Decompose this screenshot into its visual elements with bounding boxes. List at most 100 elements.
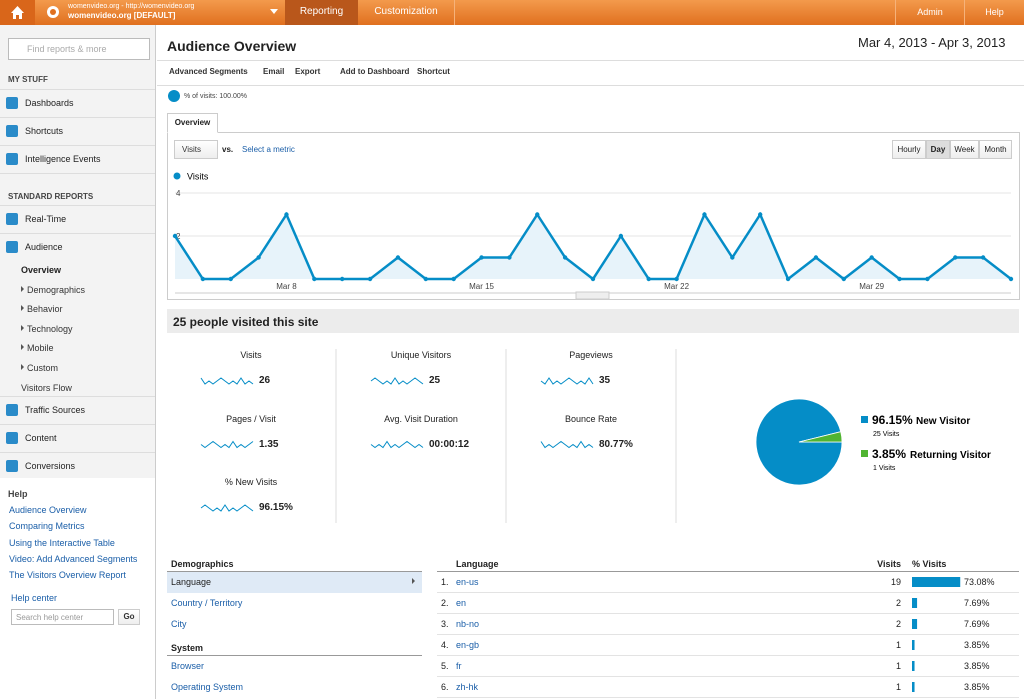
help-search[interactable]: Search help center: [11, 609, 114, 625]
granularity-button[interactable]: Hourly: [892, 140, 926, 159]
point: [646, 276, 651, 282]
nav-item[interactable]: Dashboards: [25, 98, 74, 108]
select-metric-link[interactable]: Select a metric: [242, 145, 295, 154]
help-panel: [0, 478, 155, 699]
tab-customization[interactable]: Customization: [358, 0, 455, 25]
home-icon: [11, 6, 24, 19]
granularity-button[interactable]: Week: [950, 140, 979, 159]
help-link[interactable]: Audience Overview: [9, 505, 87, 515]
expand-arrow: [21, 324, 24, 331]
granularity-button[interactable]: Month: [979, 140, 1012, 159]
home-button[interactable]: [0, 0, 35, 25]
toolbar-button[interactable]: Shortcut: [417, 67, 450, 76]
pct-label: 7.69%: [964, 619, 990, 629]
nav-subitem[interactable]: Behavior: [27, 304, 63, 315]
help-link[interactable]: Comparing Metrics: [9, 521, 85, 532]
nav-item[interactable]: Real-Time: [25, 214, 67, 224]
toolbar-button[interactable]: Export: [295, 67, 321, 76]
language-link[interactable]: en-us: [456, 577, 479, 587]
metric-label: Avg. Visit Duration: [384, 413, 458, 424]
legend-value: 3.85%: [872, 447, 906, 461]
pct-label: 3.85%: [964, 682, 990, 692]
nav-separator: [0, 173, 155, 174]
visits-cell: 2: [895, 619, 901, 629]
nav-icon: [6, 125, 18, 137]
pct-label: 73.08%: [964, 577, 995, 587]
date-range[interactable]: Mar 4, 2013 - Apr 3, 2013: [858, 35, 1006, 50]
language-link[interactable]: en-gb: [456, 640, 480, 650]
dimension-link[interactable]: City: [171, 619, 187, 629]
x-tick-label: Mar 15: [469, 282, 494, 291]
y-tick-label: 4: [176, 189, 181, 198]
nav-item[interactable]: Traffic Sources: [25, 405, 86, 415]
sidebar: Find reports & more MY STUFF STANDARD RE…: [0, 25, 156, 699]
admin-link[interactable]: Admin: [895, 0, 965, 25]
dimension-link[interactable]: Country / Territory: [171, 598, 243, 608]
help-center-link[interactable]: Help center: [11, 593, 58, 603]
expand-arrow: [21, 285, 24, 292]
report-search[interactable]: Find reports & more: [8, 38, 150, 60]
nav-subitem[interactable]: Visitors Flow: [21, 382, 72, 393]
point: [284, 212, 289, 217]
account-name[interactable]: womenvideo.org [DEFAULT]: [68, 11, 176, 20]
point: [312, 276, 317, 282]
point: [535, 212, 540, 217]
nav-separator: [0, 424, 155, 425]
help-link[interactable]: Help: [985, 7, 1004, 17]
help-link[interactable]: Video: Add Advanced Segments: [9, 553, 138, 564]
help-title: Help: [8, 489, 28, 499]
sparkline: [540, 377, 594, 385]
nav-icon: [6, 460, 18, 472]
pct-label: 3.85%: [964, 640, 990, 650]
globe-icon: [47, 6, 59, 18]
pie-slice: [798, 431, 843, 443]
nav-separator: [0, 233, 155, 234]
dimension-link[interactable]: Browser: [171, 661, 205, 671]
toolbar-button[interactable]: Email: [263, 67, 285, 76]
nav-item[interactable]: Content: [25, 433, 57, 443]
toolbar-button[interactable]: Add to Dashboard: [340, 67, 410, 76]
point: [674, 276, 679, 282]
nav-item[interactable]: Audience: [25, 242, 63, 252]
nav-subitem[interactable]: Overview: [21, 265, 62, 275]
metric-dropdown[interactable]: Visits: [174, 140, 218, 159]
nav-subitem[interactable]: Mobile: [27, 343, 54, 354]
go-button[interactable]: Go: [118, 609, 140, 625]
point: [200, 276, 206, 282]
language-link[interactable]: fr: [456, 661, 462, 671]
point: [451, 276, 456, 282]
vs-label: vs.: [222, 145, 234, 154]
nav-subitem[interactable]: Technology: [27, 323, 73, 334]
visits-cell: 1: [895, 640, 901, 650]
nav-separator: [0, 205, 155, 206]
help-link[interactable]: Using the Interactive Table: [9, 537, 115, 548]
divider: [437, 571, 1019, 572]
nav-icon: [6, 432, 18, 444]
language-link[interactable]: nb-no: [456, 619, 480, 629]
language-link[interactable]: en: [456, 598, 467, 608]
nav-item[interactable]: Shortcuts: [25, 126, 64, 136]
dimension-link[interactable]: Language: [171, 577, 212, 587]
nav-subitem[interactable]: Custom: [27, 363, 59, 373]
granularity-button[interactable]: Day: [926, 140, 950, 159]
tab-reporting[interactable]: Reporting: [285, 0, 358, 25]
language-link[interactable]: zh-hk: [456, 682, 479, 692]
nav-subitem[interactable]: Demographics: [27, 284, 86, 295]
divider: [167, 655, 422, 656]
x-tick-label: Mar 8: [276, 282, 297, 291]
top-bar: womenvideo.org - http://womenvideo.org w…: [0, 0, 1024, 25]
metric-value: 25: [429, 375, 441, 386]
overview-tab[interactable]: Overview: [167, 113, 218, 133]
nav-item[interactable]: Conversions: [25, 461, 76, 471]
metric-value: 26: [259, 375, 271, 386]
visits-cell: 19: [890, 577, 901, 587]
row-rank: 4.: [441, 640, 449, 650]
metric-value: 1.35: [259, 438, 279, 450]
y-tick-label: 2: [176, 232, 181, 241]
nav-item[interactable]: Intelligence Events: [25, 154, 101, 164]
toolbar-button[interactable]: Advanced Segments: [169, 67, 248, 76]
summary-title: 25 people visited this site: [173, 315, 319, 329]
dimension-link[interactable]: Operating System: [171, 682, 244, 692]
help-link[interactable]: The Visitors Overview Report: [9, 570, 126, 581]
